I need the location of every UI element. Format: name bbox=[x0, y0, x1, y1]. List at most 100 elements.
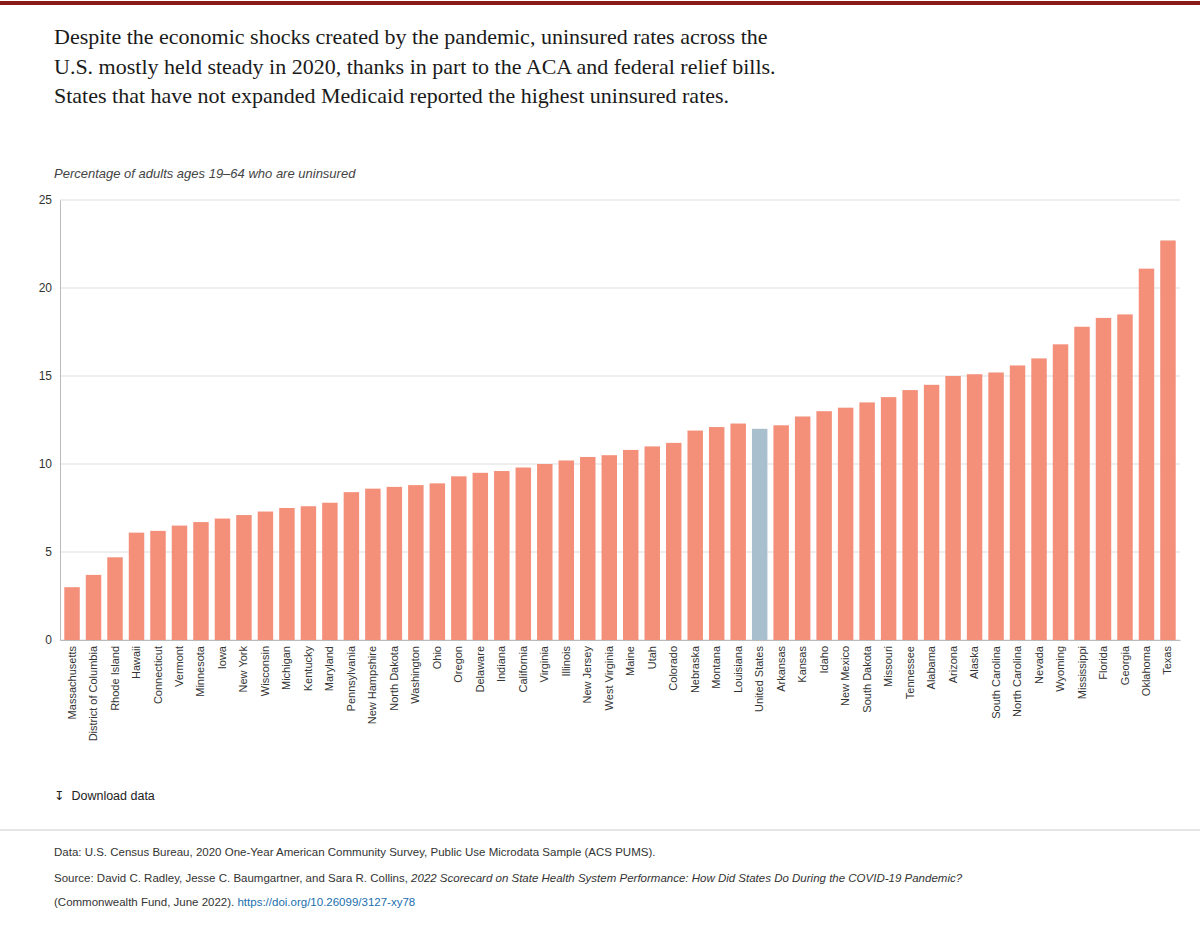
x-tick: Arizona bbox=[947, 640, 959, 683]
x-tick-label: Maine bbox=[624, 646, 636, 676]
bar bbox=[172, 526, 187, 640]
bar bbox=[559, 460, 574, 640]
bar bbox=[494, 471, 509, 640]
x-tick-label: New Mexico bbox=[839, 646, 851, 706]
bar bbox=[773, 425, 788, 640]
bar bbox=[1053, 344, 1068, 640]
bar bbox=[86, 575, 101, 640]
bar bbox=[1010, 365, 1025, 640]
x-tick: North Dakota bbox=[388, 640, 400, 711]
bar bbox=[1074, 327, 1089, 640]
x-tick-label: Washington bbox=[409, 646, 421, 704]
x-tick-label: South Carolina bbox=[990, 645, 1002, 719]
title: Despite the economic shocks created by t… bbox=[54, 24, 776, 108]
x-tick-label: Mississippi bbox=[1076, 646, 1088, 699]
x-tick-label: West Virginia bbox=[603, 645, 615, 710]
bar bbox=[365, 489, 380, 640]
x-axis-line bbox=[61, 640, 1181, 641]
y-axis: 0 5 10 15 20 25 bbox=[39, 193, 61, 647]
x-tick: New York bbox=[237, 640, 249, 692]
x-tick: Missouri bbox=[882, 640, 894, 687]
x-tick: Ohio bbox=[431, 640, 443, 669]
bar bbox=[408, 485, 423, 640]
y-tick-label: 20 bbox=[39, 281, 53, 295]
grid-line bbox=[60, 200, 1180, 201]
bar bbox=[258, 512, 273, 640]
x-tick-label: Ohio bbox=[431, 646, 443, 669]
bar bbox=[988, 372, 1003, 640]
x-tick: Vermont bbox=[173, 640, 185, 687]
y-tick-label: 15 bbox=[39, 369, 53, 383]
x-tick: Nevada bbox=[1033, 640, 1045, 684]
x-tick-label: Delaware bbox=[474, 646, 486, 692]
x-tick: New Hampshire bbox=[366, 640, 378, 724]
bar bbox=[1139, 269, 1154, 640]
bar bbox=[859, 402, 874, 640]
x-tick-label: Nevada bbox=[1033, 645, 1045, 684]
bar bbox=[644, 446, 659, 640]
source-note-italic: 2022 Scorecard on State Health System Pe… bbox=[410, 872, 963, 884]
x-tick-label: Virginia bbox=[538, 645, 550, 682]
chart-svg: Despite the economic shocks created by t… bbox=[0, 0, 1200, 950]
x-tick-label: Minnesota bbox=[194, 645, 206, 697]
x-tick: Illinois bbox=[560, 640, 572, 677]
x-tick-label: Alaska bbox=[968, 645, 980, 679]
bar bbox=[580, 457, 595, 640]
x-tick: Michigan bbox=[280, 640, 292, 690]
bar bbox=[430, 483, 445, 640]
bar bbox=[602, 455, 617, 640]
x-tick-label: Oregon bbox=[452, 646, 464, 683]
x-tick: South Dakota bbox=[861, 640, 873, 713]
bar bbox=[666, 443, 681, 640]
bar bbox=[107, 557, 122, 640]
x-tick: Wyoming bbox=[1054, 640, 1066, 692]
bar bbox=[795, 416, 810, 640]
x-tick: Colorado bbox=[667, 640, 679, 691]
x-tick: Texas bbox=[1161, 640, 1173, 675]
x-tick-label: Texas bbox=[1161, 646, 1173, 675]
x-tick: Hawaii bbox=[130, 640, 142, 679]
source-link: https://doi.org/10.26099/3127-xy78 bbox=[237, 896, 415, 908]
y-axis-line bbox=[60, 201, 61, 641]
x-tick: Louisiana bbox=[732, 640, 744, 693]
bar bbox=[537, 464, 552, 640]
bar bbox=[344, 492, 359, 640]
x-tick-label: Florida bbox=[1097, 645, 1109, 680]
bar bbox=[838, 408, 853, 640]
bar bbox=[322, 503, 337, 640]
bar bbox=[64, 587, 79, 640]
x-tick: Maine bbox=[624, 640, 636, 676]
x-tick: Georgia bbox=[1119, 640, 1131, 685]
x-tick-label: Georgia bbox=[1119, 645, 1131, 685]
x-tick-label: Tennessee bbox=[904, 646, 916, 699]
y-tick: 0 bbox=[45, 633, 60, 647]
x-tick-label: New Jersey bbox=[581, 646, 593, 704]
x-tick: Minnesota bbox=[194, 640, 206, 697]
x-tick: Oklahoma bbox=[1140, 640, 1152, 696]
bar bbox=[1031, 358, 1046, 640]
grid bbox=[60, 200, 1180, 640]
bar bbox=[215, 519, 230, 640]
x-tick-label: Connecticut bbox=[152, 646, 164, 704]
x-tick: Nebraska bbox=[689, 640, 701, 693]
x-tick-label: Hawaii bbox=[130, 646, 142, 679]
bar bbox=[687, 431, 702, 640]
x-tick-label: Montana bbox=[710, 645, 722, 689]
x-tick-label: Idaho bbox=[818, 646, 830, 674]
x-tick: Kentucky bbox=[302, 640, 314, 691]
x-tick: New Jersey bbox=[581, 640, 593, 703]
y-tick-label: 10 bbox=[39, 457, 53, 471]
y-tick-label: 25 bbox=[39, 193, 53, 207]
x-tick-label: Pennsylvania bbox=[345, 645, 357, 711]
bar bbox=[816, 411, 831, 640]
bar bbox=[301, 506, 316, 640]
x-tick: Arkansas bbox=[775, 640, 787, 692]
x-tick-label: Colorado bbox=[667, 646, 679, 691]
x-tick: Wisconsin bbox=[259, 640, 271, 696]
title-line: States that have not expanded Medicaid r… bbox=[54, 83, 729, 108]
y-tick-label: 5 bbox=[45, 545, 52, 559]
x-tick-label: Kansas bbox=[796, 646, 808, 683]
x-tick: Iowa bbox=[216, 640, 228, 669]
x-tick: Kansas bbox=[796, 640, 808, 683]
bar bbox=[924, 385, 939, 640]
